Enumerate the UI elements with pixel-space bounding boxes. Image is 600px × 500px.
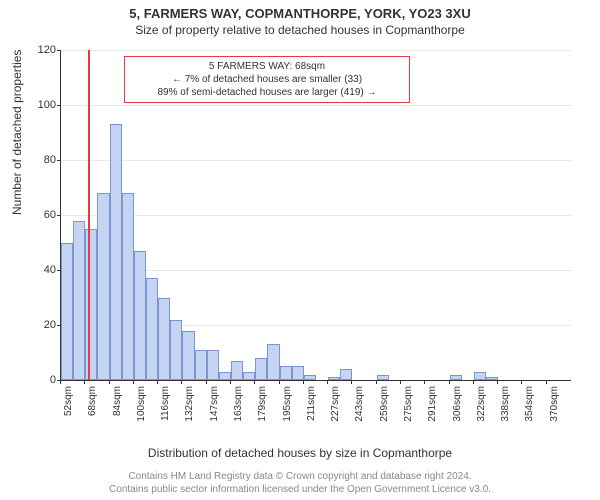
y-tick-mark — [57, 160, 61, 161]
chart-subtitle: Size of property relative to detached ho… — [0, 21, 600, 37]
x-tick-mark — [206, 380, 207, 384]
annotation-line-1: 5 FARMERS WAY: 68sqm — [131, 60, 403, 73]
grid-line — [61, 50, 571, 51]
y-tick-label: 80 — [26, 154, 56, 166]
histogram-bar — [231, 361, 243, 380]
x-tick-mark — [521, 380, 522, 384]
x-tick-mark — [181, 380, 182, 384]
histogram-bar — [474, 372, 486, 380]
x-tick-mark — [351, 380, 352, 384]
x-tick-label: 291sqm — [427, 386, 438, 422]
y-tick-mark — [57, 105, 61, 106]
x-tick-label: 338sqm — [500, 386, 511, 422]
x-tick-label: 100sqm — [136, 386, 147, 422]
x-tick-label: 179sqm — [257, 386, 268, 422]
histogram-bar — [243, 372, 255, 380]
x-tick-label: 227sqm — [330, 386, 341, 422]
x-tick-mark — [303, 380, 304, 384]
x-tick-mark — [376, 380, 377, 384]
histogram-bar — [340, 369, 352, 380]
histogram-bar — [61, 243, 73, 381]
x-tick-label: 370sqm — [549, 386, 560, 422]
y-tick-mark — [57, 215, 61, 216]
x-tick-mark — [424, 380, 425, 384]
histogram-bar — [110, 124, 122, 380]
grid-line — [61, 105, 571, 106]
histogram-bar — [195, 350, 207, 380]
y-tick-label: 100 — [26, 99, 56, 111]
histogram-bar — [280, 366, 292, 380]
x-axis-label: Distribution of detached houses by size … — [0, 446, 600, 460]
x-tick-label: 275sqm — [403, 386, 414, 422]
x-tick-label: 306sqm — [452, 386, 463, 422]
footer-line-1: Contains HM Land Registry data © Crown c… — [0, 470, 600, 483]
x-tick-label: 211sqm — [306, 386, 317, 421]
x-tick-label: 132sqm — [184, 386, 195, 422]
x-tick-mark — [497, 380, 498, 384]
x-tick-label: 354sqm — [524, 386, 535, 422]
annotation-box: 5 FARMERS WAY: 68sqm ← 7% of detached ho… — [124, 56, 410, 103]
histogram-bar — [267, 344, 279, 380]
histogram-bar — [146, 278, 158, 380]
x-tick-mark — [327, 380, 328, 384]
x-tick-label: 52sqm — [63, 386, 74, 416]
y-tick-label: 60 — [26, 209, 56, 221]
x-tick-mark — [84, 380, 85, 384]
histogram-bar — [450, 375, 462, 381]
x-tick-label: 195sqm — [282, 386, 293, 422]
x-tick-label: 84sqm — [112, 386, 123, 416]
histogram-bar — [170, 320, 182, 381]
histogram-bar — [122, 193, 134, 380]
histogram-bar — [219, 372, 231, 380]
x-tick-mark — [230, 380, 231, 384]
y-tick-label: 20 — [26, 319, 56, 331]
x-tick-label: 243sqm — [354, 386, 365, 422]
x-tick-label: 147sqm — [209, 386, 220, 422]
y-tick-mark — [57, 50, 61, 51]
x-tick-mark — [473, 380, 474, 384]
x-tick-label: 259sqm — [379, 386, 390, 422]
x-tick-mark — [157, 380, 158, 384]
footer-line-2: Contains public sector information licen… — [0, 483, 600, 496]
histogram-bar — [158, 298, 170, 381]
chart-area: 5 FARMERS WAY: 68sqm ← 7% of detached ho… — [60, 50, 570, 410]
histogram-bar — [328, 377, 340, 380]
annotation-line-3: 89% of semi-detached houses are larger (… — [131, 86, 403, 99]
y-tick-label: 120 — [26, 44, 56, 56]
histogram-bar — [207, 350, 219, 380]
histogram-bar — [134, 251, 146, 380]
x-tick-mark — [279, 380, 280, 384]
y-axis-label: Number of detached properties — [10, 50, 24, 215]
grid-line — [61, 215, 571, 216]
x-tick-label: 322sqm — [476, 386, 487, 422]
histogram-bar — [255, 358, 267, 380]
x-tick-mark — [400, 380, 401, 384]
grid-line — [61, 160, 571, 161]
x-tick-label: 68sqm — [87, 386, 98, 416]
x-tick-label: 163sqm — [233, 386, 244, 422]
x-tick-mark — [449, 380, 450, 384]
y-tick-label: 40 — [26, 264, 56, 276]
histogram-bar — [304, 375, 316, 381]
footer: Contains HM Land Registry data © Crown c… — [0, 470, 600, 496]
annotation-line-2: ← 7% of detached houses are smaller (33) — [131, 73, 403, 86]
x-tick-mark — [133, 380, 134, 384]
x-tick-label: 116sqm — [160, 386, 171, 421]
histogram-bar — [292, 366, 304, 380]
x-tick-mark — [60, 380, 61, 384]
marker-line — [88, 50, 90, 380]
x-tick-mark — [254, 380, 255, 384]
y-tick-label: 0 — [26, 374, 56, 386]
histogram-bar — [377, 375, 389, 381]
histogram-bar — [73, 221, 85, 381]
histogram-bar — [97, 193, 109, 380]
histogram-bar — [182, 331, 194, 381]
x-tick-mark — [109, 380, 110, 384]
x-tick-mark — [546, 380, 547, 384]
chart-title: 5, FARMERS WAY, COPMANTHORPE, YORK, YO23… — [0, 0, 600, 21]
chart-container: 5, FARMERS WAY, COPMANTHORPE, YORK, YO23… — [0, 0, 600, 500]
